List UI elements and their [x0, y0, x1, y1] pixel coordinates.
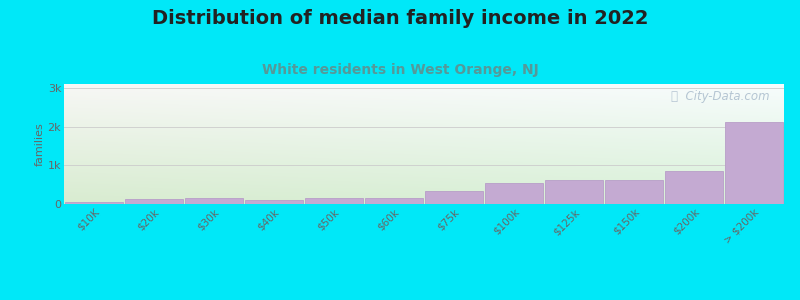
Bar	[725, 122, 783, 204]
Bar	[605, 180, 663, 204]
Bar	[665, 172, 723, 204]
Bar	[545, 180, 603, 204]
Bar	[485, 183, 543, 204]
Bar	[245, 200, 303, 204]
Text: ⓘ  City-Data.com: ⓘ City-Data.com	[671, 90, 770, 103]
Y-axis label: families: families	[35, 122, 45, 166]
Text: Distribution of median family income in 2022: Distribution of median family income in …	[152, 9, 648, 28]
Bar	[305, 198, 363, 204]
Bar	[185, 198, 243, 204]
Bar	[125, 200, 183, 204]
Bar	[365, 198, 423, 204]
Text: White residents in West Orange, NJ: White residents in West Orange, NJ	[262, 63, 538, 77]
Bar	[65, 202, 123, 204]
Bar	[425, 191, 483, 204]
